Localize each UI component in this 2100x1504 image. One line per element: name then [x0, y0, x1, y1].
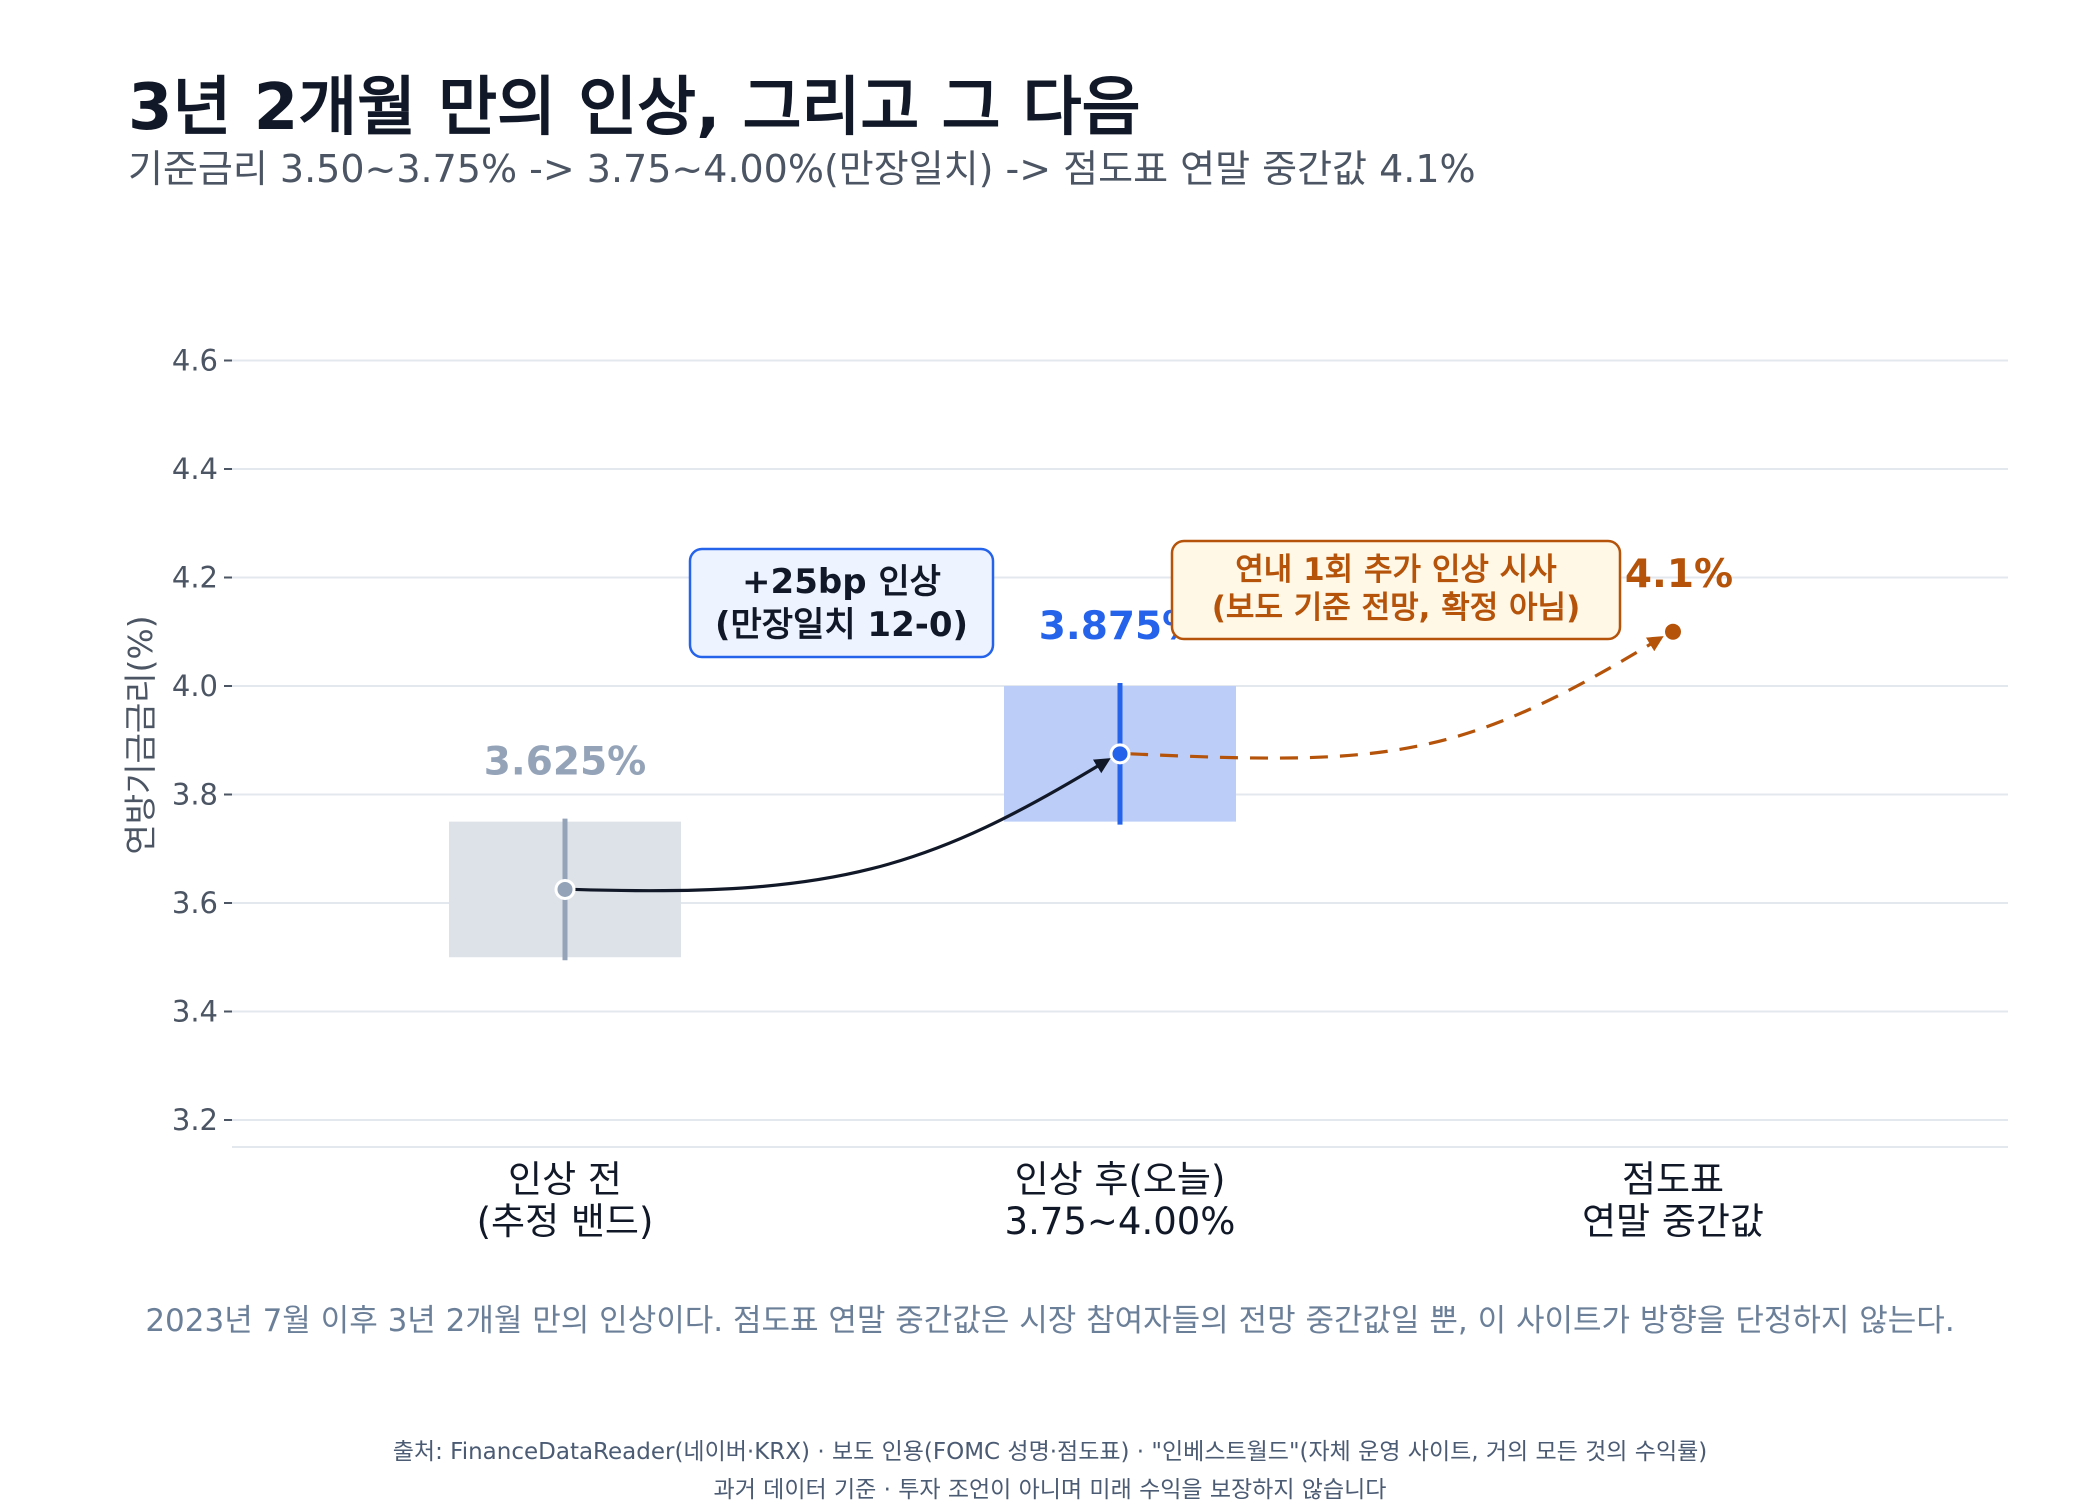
data-point: [554, 878, 576, 900]
annotation-box: [1170, 539, 1622, 641]
x-category-label-line1: 인상 전: [508, 1158, 622, 1201]
annotation-box: [688, 547, 995, 659]
y-tick-label: 4.6: [172, 344, 218, 378]
y-axis-label: 연방기금금리(%): [121, 615, 160, 854]
annotation-line1: +25bp 인상: [742, 562, 941, 602]
band-layer: [449, 683, 1236, 961]
x-category-label-line1: 인상 후(오늘): [1015, 1158, 1226, 1201]
data-point: [1109, 743, 1131, 765]
data-point: [1665, 623, 1681, 640]
point-layer: [554, 623, 1681, 900]
footnote: 2023년 7월 이후 3년 2개월 만의 인상이다. 점도표 연말 중간값은 …: [145, 1303, 1955, 1339]
annotation-line1: 연내 1회 추가 인상 시사: [1235, 552, 1557, 588]
annotation-layer: +25bp 인상(만장일치 12-0) 연내 1회 추가 인상 시사(보도 기준 …: [688, 539, 1622, 659]
arrow-0-to-1: [574, 758, 1111, 893]
rate-chart: 3.2 3.4 3.6 3.8 4.0 4.2 4.4 4.6 인상 전(추정 밴드) 인상 후…: [121, 344, 2008, 1243]
annotation-line2: (보도 기준 전망, 확정 아님): [1212, 590, 1580, 626]
y-tick-label: 4.2: [172, 561, 218, 595]
disclaimer-line: 과거 데이터 기준 · 투자 조언이 아니며 미래 수익을 보장하지 않습니다: [713, 1477, 1387, 1503]
arrow-1-to-2: [1129, 636, 1664, 760]
y-tick-label: 4.4: [172, 452, 218, 486]
annotation-line2: (만장일치 12-0): [715, 605, 968, 645]
y-tick-label: 3.8: [172, 778, 218, 812]
x-category-label-line2: 3.75~4.00%: [1005, 1200, 1236, 1243]
source-line: 출처: FinanceDataReader(네이버·KRX) · 보도 인용(F…: [392, 1439, 1708, 1465]
page-title: 3년 2개월 만의 인상, 그리고 그 다음: [128, 71, 1141, 145]
x-category-label-line1: 점도표: [1622, 1158, 1724, 1201]
data-label: 4.1%: [1625, 552, 1733, 597]
y-tick-label: 3.2: [172, 1103, 218, 1137]
data-label: 3.625%: [484, 739, 646, 784]
y-tick-label: 3.6: [172, 886, 218, 920]
y-tick-label: 3.4: [172, 995, 218, 1029]
y-tick-label: 4.0: [172, 669, 218, 703]
x-category-label-line2: (추정 밴드): [477, 1200, 654, 1243]
arrow-layer: [574, 636, 1664, 893]
x-category-label-line2: 연말 중간값: [1582, 1200, 1764, 1243]
page-subtitle: 기준금리 3.50~3.75% -> 3.75~4.00%(만장일치) -> 점…: [128, 147, 1476, 191]
